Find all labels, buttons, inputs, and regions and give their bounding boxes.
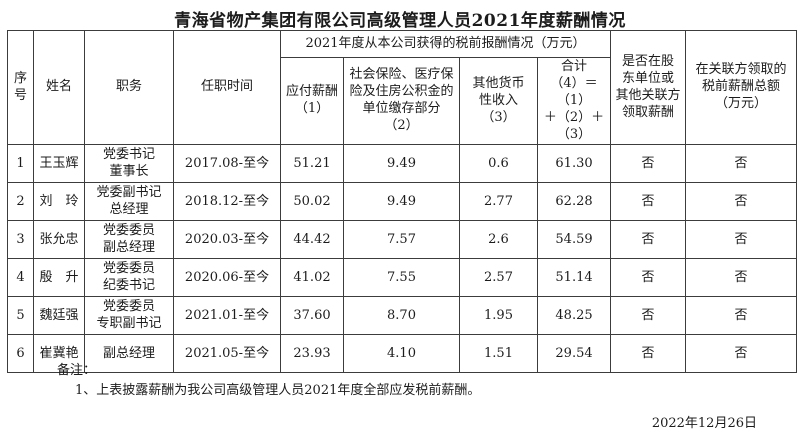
notes-label: 备注： [57, 363, 97, 378]
cell-payable: 41.02 [280, 258, 344, 298]
table-row: 5 魏廷强 党委委员 专职副书记 2021.01-至今 37.60 8.70 1… [7, 296, 798, 336]
cell-insurance: 7.55 [343, 258, 460, 298]
cell-total: 61.30 [536, 144, 612, 184]
cell-name: 张允忠 [33, 220, 85, 260]
cell-related-amount: 否 [685, 334, 798, 374]
cell-related-amount: 否 [685, 220, 798, 260]
cell-position: 党委书记 董事长 [84, 144, 174, 184]
header-position: 职务 [84, 29, 174, 146]
cell-total: 51.14 [536, 258, 612, 298]
cell-flag: 否 [610, 334, 687, 374]
cell-other: 2.6 [459, 220, 538, 260]
cell-insurance: 9.49 [343, 182, 460, 222]
cell-name: 殷 升 [33, 258, 85, 298]
cell-position: 副总经理 [84, 334, 174, 374]
cell-payable: 37.60 [280, 296, 344, 336]
table-row: 1 王玉辉 党委书记 董事长 2017.08-至今 51.21 9.49 0.6… [7, 144, 798, 184]
cell-no: 4 [7, 258, 34, 298]
cell-position: 党委委员 副总经理 [84, 220, 174, 260]
header-insurance: 社会保险、医疗保 险及住房公积金的 单位缴存部分 （2） [343, 56, 460, 146]
cell-flag: 否 [610, 144, 687, 184]
cell-other: 1.51 [459, 334, 538, 374]
cell-insurance: 4.10 [343, 334, 460, 374]
cell-total: 54.59 [536, 220, 612, 260]
cell-name: 魏廷强 [33, 296, 85, 336]
cell-other: 1.95 [459, 296, 538, 336]
cell-related-amount: 否 [685, 144, 798, 184]
cell-flag: 否 [610, 220, 687, 260]
header-comp-group: 2021年度从本公司获得的税前报酬情况（万元） [279, 30, 612, 58]
cell-tenure: 2021.05-至今 [173, 334, 281, 374]
cell-tenure: 2020.03-至今 [173, 220, 281, 260]
cell-other: 0.6 [459, 144, 538, 184]
cell-related-amount: 否 [685, 258, 798, 298]
cell-position: 党委委员 专职副书记 [84, 296, 174, 336]
cell-flag: 否 [610, 296, 687, 336]
cell-no: 3 [7, 220, 34, 260]
cell-no: 5 [7, 296, 34, 336]
cell-total: 29.54 [536, 334, 612, 374]
cell-related-amount: 否 [685, 296, 798, 336]
header-payable: 应付薪酬 （1） [280, 56, 344, 146]
cell-tenure: 2020.06-至今 [173, 258, 281, 298]
document-date: 2022年12月26日 [651, 416, 757, 431]
cell-total: 62.28 [536, 182, 612, 222]
cell-payable: 23.93 [280, 334, 344, 374]
cell-insurance: 9.49 [343, 144, 460, 184]
header-total: 合计 （4）＝（1） ＋（2）＋ （3） [536, 56, 612, 146]
cell-payable: 51.21 [280, 144, 344, 184]
note-item-1: 1、上表披露薪酬为我公司高级管理人员2021年度全部应发税前薪酬。 [75, 383, 481, 399]
cell-tenure: 2018.12-至今 [173, 182, 281, 222]
cell-position: 党委副书记 总经理 [84, 182, 174, 222]
header-row-top: 序 号 姓名 职务 任职时间 2021年度从本公司获得的税前报酬情况（万元） 是… [7, 29, 798, 146]
header-col-no: 序 号 [7, 29, 34, 146]
page-title: 青海省物产集团有限公司高级管理人员2021年度薪酬情况 [174, 11, 626, 31]
cell-no: 2 [7, 182, 34, 222]
header-related-amount: 在关联方领取的 税前薪酬总额 （万元） [685, 29, 798, 146]
header-row-sub: 应付薪酬 （1） 社会保险、医疗保 险及住房公积金的 单位缴存部分 （2） 其他… [8, 56, 797, 146]
cell-flag: 否 [610, 258, 687, 298]
header-tenure: 任职时间 [173, 29, 281, 146]
notes-section: 备注： 1、上表披露薪酬为我公司高级管理人员2021年度全部应发税前薪酬。 [57, 361, 480, 401]
cell-related-amount: 否 [685, 182, 798, 222]
cell-no: 1 [7, 144, 34, 184]
cell-insurance: 8.70 [343, 296, 460, 336]
cell-payable: 50.02 [280, 182, 344, 222]
cell-other: 2.77 [459, 182, 538, 222]
cell-tenure: 2017.08-至今 [173, 144, 281, 184]
cell-other: 2.57 [459, 258, 538, 298]
cell-payable: 44.42 [280, 220, 344, 260]
cell-position: 党委委员 纪委书记 [84, 258, 174, 298]
table-row: 4 殷 升 党委委员 纪委书记 2020.06-至今 41.02 7.55 2.… [7, 258, 798, 298]
cell-no: 6 [7, 334, 34, 374]
table-row: 3 张允忠 党委委员 副总经理 2020.03-至今 44.42 7.57 2.… [7, 220, 798, 260]
cell-flag: 否 [610, 182, 687, 222]
table-row: 6 崔冀艳 副总经理 2021.05-至今 23.93 4.10 1.51 29… [7, 334, 798, 374]
cell-tenure: 2021.01-至今 [173, 296, 281, 336]
cell-insurance: 7.57 [343, 220, 460, 260]
header-other-income: 其他货币 性收入 （3） [459, 56, 538, 146]
cell-name: 刘 玲 [33, 182, 85, 222]
salary-table: 序 号 姓名 职务 任职时间 2021年度从本公司获得的税前报酬情况（万元） 是… [7, 29, 798, 374]
cell-name: 王玉辉 [33, 144, 85, 184]
table-row: 2 刘 玲 党委副书记 总经理 2018.12-至今 50.02 9.49 2.… [7, 182, 798, 222]
header-name: 姓名 [33, 29, 85, 146]
header-related-flag: 是否在股 东单位或 其他关联方 领取薪酬 [610, 29, 687, 146]
cell-total: 48.25 [536, 296, 612, 336]
